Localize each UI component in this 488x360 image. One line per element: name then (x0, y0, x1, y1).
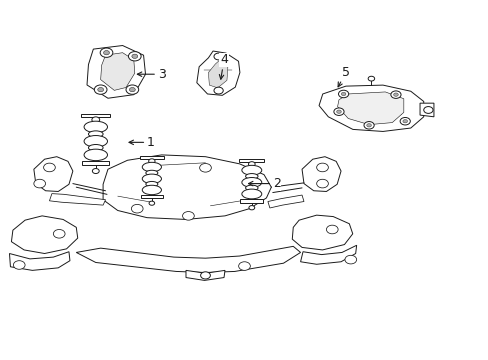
Polygon shape (419, 103, 433, 117)
Ellipse shape (88, 131, 103, 137)
Polygon shape (337, 92, 403, 125)
Circle shape (200, 272, 210, 279)
Ellipse shape (84, 135, 107, 147)
Circle shape (148, 159, 155, 163)
Polygon shape (318, 85, 423, 131)
Polygon shape (34, 157, 73, 192)
Ellipse shape (145, 170, 158, 176)
Circle shape (333, 108, 344, 116)
Circle shape (214, 87, 223, 94)
Polygon shape (292, 215, 352, 250)
Circle shape (363, 122, 373, 129)
Circle shape (43, 163, 55, 172)
Ellipse shape (142, 185, 161, 195)
Circle shape (390, 91, 400, 98)
Circle shape (94, 85, 107, 94)
Polygon shape (140, 156, 163, 159)
Polygon shape (87, 45, 145, 98)
Circle shape (238, 262, 250, 270)
Circle shape (393, 93, 397, 96)
Ellipse shape (142, 174, 161, 184)
Polygon shape (197, 51, 240, 95)
Text: 3: 3 (137, 68, 165, 81)
Polygon shape (82, 161, 109, 165)
Circle shape (316, 163, 328, 172)
Circle shape (199, 163, 211, 172)
Circle shape (149, 201, 154, 205)
Ellipse shape (245, 174, 258, 179)
Polygon shape (9, 252, 70, 270)
Ellipse shape (84, 121, 107, 133)
Circle shape (92, 117, 100, 123)
Polygon shape (76, 246, 300, 273)
Circle shape (214, 53, 223, 60)
Circle shape (341, 92, 345, 96)
Polygon shape (267, 195, 304, 208)
Circle shape (248, 206, 254, 210)
Circle shape (316, 179, 328, 188)
Circle shape (100, 48, 113, 57)
Ellipse shape (142, 162, 161, 172)
Polygon shape (141, 195, 163, 198)
Circle shape (326, 225, 337, 234)
Circle shape (129, 87, 135, 92)
Polygon shape (101, 53, 135, 90)
Ellipse shape (242, 177, 261, 187)
Circle shape (92, 168, 99, 174)
Polygon shape (49, 194, 105, 205)
Ellipse shape (245, 185, 258, 191)
Ellipse shape (84, 149, 107, 161)
Circle shape (98, 87, 103, 92)
Circle shape (126, 85, 139, 94)
Ellipse shape (242, 189, 261, 199)
Circle shape (53, 229, 65, 238)
Circle shape (103, 50, 109, 55)
Circle shape (34, 179, 45, 188)
Text: 1: 1 (129, 136, 155, 149)
Polygon shape (11, 216, 78, 253)
Circle shape (402, 120, 407, 123)
Polygon shape (239, 159, 264, 162)
Polygon shape (103, 155, 271, 220)
Circle shape (367, 76, 374, 81)
Circle shape (13, 261, 25, 269)
Ellipse shape (88, 144, 103, 151)
Circle shape (248, 162, 255, 167)
Polygon shape (81, 114, 110, 117)
Circle shape (182, 212, 194, 220)
Text: 2: 2 (248, 177, 280, 190)
Ellipse shape (242, 165, 261, 175)
Circle shape (399, 117, 409, 125)
Circle shape (423, 107, 432, 113)
Ellipse shape (145, 181, 158, 187)
Polygon shape (208, 60, 227, 88)
Circle shape (131, 204, 143, 213)
Circle shape (366, 123, 371, 127)
Polygon shape (302, 157, 340, 192)
Polygon shape (240, 199, 263, 203)
Circle shape (338, 90, 348, 98)
Circle shape (128, 51, 141, 61)
Circle shape (132, 54, 138, 58)
Circle shape (336, 110, 341, 113)
Text: 4: 4 (219, 53, 227, 79)
Text: 5: 5 (337, 66, 349, 87)
Circle shape (344, 255, 356, 264)
Polygon shape (185, 270, 224, 280)
Polygon shape (300, 245, 356, 264)
